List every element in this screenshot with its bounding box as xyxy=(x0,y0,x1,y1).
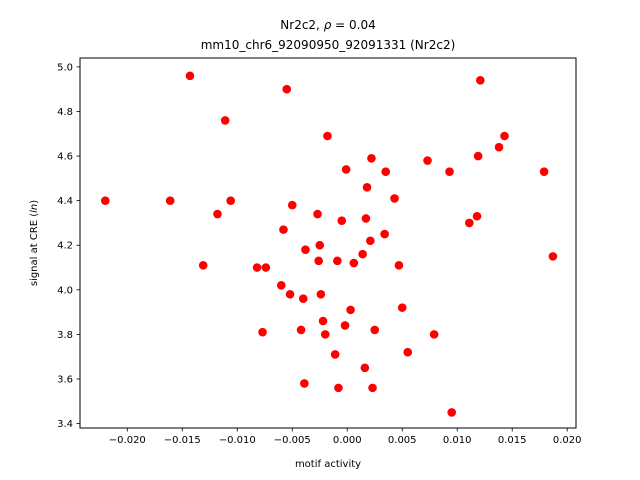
data-point xyxy=(279,225,288,234)
data-point xyxy=(258,327,267,337)
data-point xyxy=(165,196,175,205)
data-point xyxy=(361,214,371,223)
data-point xyxy=(500,131,509,141)
data-point xyxy=(370,325,380,335)
data-point xyxy=(334,383,343,393)
data-point xyxy=(226,196,235,205)
data-point xyxy=(276,281,286,290)
y-axis-label-suffix: ) xyxy=(29,200,40,204)
data-point xyxy=(330,350,340,359)
data-point xyxy=(341,165,351,174)
y-tick-label: 3.8 xyxy=(57,330,73,341)
data-point xyxy=(472,211,482,221)
data-point xyxy=(298,294,308,304)
x-tick-label: −0.015 xyxy=(164,435,201,446)
data-point xyxy=(476,75,485,85)
data-point xyxy=(318,316,328,326)
data-point xyxy=(314,256,323,266)
data-point xyxy=(380,229,389,239)
y-tick-label: 4.8 xyxy=(57,107,73,118)
x-tick-label: −0.005 xyxy=(274,435,311,446)
data-point xyxy=(390,194,399,203)
data-point xyxy=(100,196,110,205)
data-point xyxy=(465,218,474,228)
chart-title-prefix: Nr2c2, xyxy=(280,18,323,32)
data-point xyxy=(333,256,342,266)
data-point xyxy=(366,236,375,246)
plot-area-frame xyxy=(79,57,577,429)
x-axis-ticks: −0.020 −0.015 −0.010 −0.005 0.000 0.005 0.010 0… xyxy=(109,428,582,446)
data-point xyxy=(473,151,483,161)
y-axis-label-prefix: signal at CRE ( xyxy=(29,213,40,286)
data-point xyxy=(346,305,355,315)
data-point xyxy=(362,182,372,192)
data-point xyxy=(423,156,432,165)
y-axis-label-italic: ln xyxy=(29,204,40,213)
data-point xyxy=(282,84,292,94)
data-point xyxy=(315,240,325,250)
data-point xyxy=(296,325,306,335)
data-point xyxy=(320,330,330,339)
y-tick-label: 3.4 xyxy=(57,419,73,430)
data-point xyxy=(394,260,404,270)
y-axis-ticks: 3.4 3.6 3.8 4.0 4.2 4.4 4.6 4.8 5.0 xyxy=(57,62,80,430)
chart-title-line2: mm10_chr6_92090950_92091331 (Nr2c2) xyxy=(201,38,456,52)
data-point xyxy=(323,131,332,141)
x-tick-label: 0.000 xyxy=(333,435,362,446)
data-point xyxy=(358,249,367,259)
data-point xyxy=(381,167,391,176)
x-axis-label: motif activity xyxy=(295,459,361,470)
data-point xyxy=(316,289,326,299)
x-tick-label: 0.010 xyxy=(443,435,472,446)
y-tick-label: 4.6 xyxy=(57,152,73,163)
y-tick-label: 5.0 xyxy=(57,62,73,73)
chart-title-rho: ρ xyxy=(324,18,332,32)
y-tick-label: 4.0 xyxy=(57,285,73,296)
data-point xyxy=(185,71,195,81)
chart-title-suffix: = 0.04 xyxy=(331,18,375,32)
data-point xyxy=(261,263,271,272)
data-point xyxy=(252,263,262,272)
data-point xyxy=(539,167,549,176)
data-point xyxy=(337,216,347,226)
data-point xyxy=(429,330,439,339)
data-point xyxy=(301,245,310,254)
data-points xyxy=(100,71,558,417)
data-point xyxy=(349,258,359,268)
chart-title-line1: Nr2c2, ρ = 0.04 xyxy=(280,18,375,32)
y-tick-label: 4.4 xyxy=(57,196,73,207)
data-point xyxy=(548,252,558,261)
data-point xyxy=(213,209,222,219)
data-point xyxy=(340,321,350,330)
data-point xyxy=(285,289,295,299)
data-point xyxy=(287,200,297,210)
data-point xyxy=(494,142,504,152)
x-tick-label: 0.015 xyxy=(498,435,527,446)
y-axis-label: signal at CRE (ln) xyxy=(29,200,40,286)
data-point xyxy=(198,260,208,270)
data-point xyxy=(300,379,309,388)
x-tick-label: 0.005 xyxy=(388,435,417,446)
data-point xyxy=(445,167,454,176)
x-tick-label: −0.010 xyxy=(219,435,256,446)
data-point xyxy=(368,383,377,393)
data-point xyxy=(447,408,457,417)
y-tick-label: 4.2 xyxy=(57,241,73,252)
data-point xyxy=(360,363,370,373)
data-point xyxy=(220,116,230,125)
data-point xyxy=(367,154,376,163)
data-point xyxy=(313,209,322,219)
x-tick-label: −0.020 xyxy=(109,435,146,446)
data-point xyxy=(397,303,407,312)
y-tick-label: 3.6 xyxy=(57,374,73,385)
x-tick-label: 0.020 xyxy=(553,435,582,446)
data-point xyxy=(403,347,413,357)
